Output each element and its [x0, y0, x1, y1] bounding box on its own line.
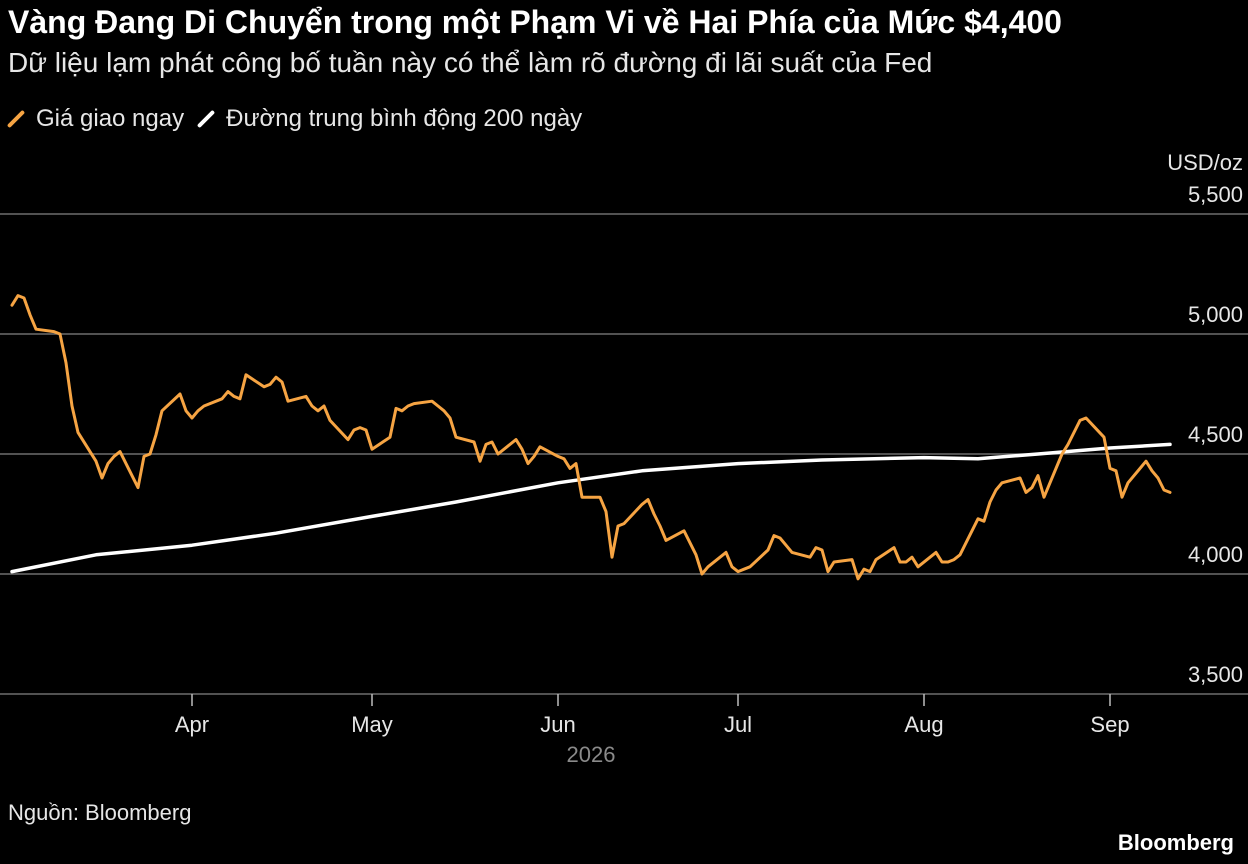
x-tick-label-jun: Jun [540, 712, 575, 737]
y-tick-label-4000: 4,000 [1188, 542, 1243, 567]
x-tick-label-apr: Apr [175, 712, 209, 737]
series-line-ma200 [10, 442, 1172, 574]
line-chart: USD/oz 5,500 5,000 4,500 4,000 3,500 Apr May Jun… [0, 150, 1248, 767]
y-unit-label: USD/oz [1167, 150, 1243, 175]
x-year-label: 2026 [567, 742, 616, 767]
chart-subtitle: Dữ liệu lạm phát công bố tuần này có thể… [8, 47, 933, 78]
x-tick-label-sep: Sep [1090, 712, 1129, 737]
chart-title: Vàng Đang Di Chuyển trong một Phạm Vi về… [8, 4, 1062, 40]
y-tick-label-5500: 5,500 [1188, 182, 1243, 207]
y-tick-label-5000: 5,000 [1188, 302, 1243, 327]
y-tick-label-3500: 3,500 [1188, 662, 1243, 687]
series-line-spot-price [10, 294, 1172, 581]
legend-item-spot: Giá giao ngay [8, 105, 184, 133]
legend-swatch-orange [8, 111, 24, 127]
y-tick-label-4500: 4,500 [1188, 422, 1243, 447]
legend-label-spot: Giá giao ngay [36, 105, 185, 132]
legend: Giá giao ngay Đường trung bình động 200 … [8, 102, 596, 136]
x-tick-label-jul: Jul [724, 712, 752, 737]
brand-logo-text: Bloomberg [1117, 830, 1234, 855]
x-tick-label-aug: Aug [904, 712, 943, 737]
legend-label-ma200: Đường trung bình động 200 ngày [226, 105, 583, 132]
legend-item-ma200: Đường trung bình động 200 ngày [198, 105, 582, 133]
x-tick-label-may: May [351, 712, 393, 737]
source-note: Nguồn: Bloomberg [8, 800, 192, 825]
legend-swatch-white [198, 111, 214, 127]
